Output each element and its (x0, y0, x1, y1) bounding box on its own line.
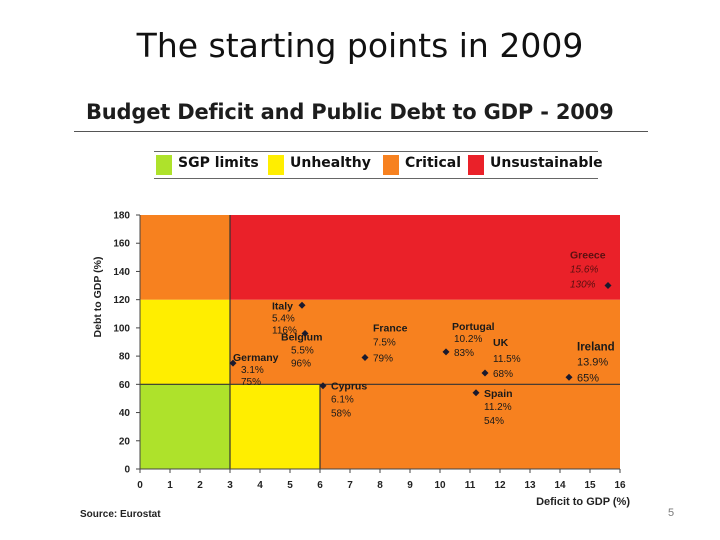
legend-label-unsustainable: Unsustainable (490, 155, 603, 171)
data-label-spain-1: 11.2% (484, 402, 512, 413)
x-axis-label: Deficit to GDP (%) (536, 496, 630, 508)
x-tick-label-15: 15 (584, 480, 596, 491)
x-tick-label-12: 12 (494, 480, 506, 491)
data-label-ireland-1: 13.9% (577, 356, 608, 368)
x-tick-label-14: 14 (554, 480, 566, 491)
data-point-spain (472, 389, 480, 397)
x-tick-label-9: 9 (407, 480, 413, 491)
x-tick-label-6: 6 (317, 480, 323, 491)
y-tick-label-60: 60 (119, 380, 131, 391)
data-label-portugal-1: 10.2% (454, 334, 482, 345)
data-label-uk-0: UK (493, 337, 509, 349)
data-label-germany-0: Germany (233, 352, 279, 364)
data-label-germany-1: 3.1% (241, 365, 264, 376)
zone-sgp-limits-0 (140, 384, 230, 469)
data-point-belgium (301, 330, 309, 338)
chart-legend: SGP limits Unhealthy Critical Unsustaina… (154, 151, 603, 179)
zone-unhealthy-2 (230, 384, 320, 469)
x-tick-label-2: 2 (197, 480, 203, 491)
data-point-france (361, 354, 369, 362)
data-label-cyprus-1: 6.1% (331, 395, 354, 406)
data-label-greece-2: 130% (570, 280, 596, 291)
data-label-france-2: 79% (373, 354, 393, 365)
data-label-spain-2: 54% (484, 416, 504, 427)
data-label-greece-1: 15.6% (570, 265, 598, 276)
data-label-italy-1: 5.4% (272, 313, 295, 324)
data-point-uk (481, 369, 489, 377)
page-number: 5 (668, 507, 675, 519)
x-tick-label-11: 11 (465, 480, 476, 491)
legend-label-sgp-limits: SGP limits (178, 155, 259, 171)
data-label-france-0: France (373, 323, 408, 335)
x-tick-label-0: 0 (137, 480, 143, 491)
data-label-portugal-2: 83% (454, 348, 474, 359)
x-tick-label-13: 13 (524, 480, 536, 491)
y-axis-label: Debt to GDP (%) (92, 257, 104, 338)
data-label-spain-0: Spain (484, 388, 513, 400)
y-tick-label-20: 20 (119, 436, 131, 447)
data-label-belgium-0: Belgium (281, 332, 322, 344)
legend-swatch-critical (383, 155, 399, 175)
data-point-germany (229, 359, 237, 367)
data-label-portugal-0: Portugal (452, 321, 495, 333)
legend-swatch-sgp-limits (156, 155, 172, 175)
slide-title: The starting points in 2009 (136, 26, 584, 65)
y-tick-label-120: 120 (113, 295, 130, 306)
data-point-cyprus (319, 382, 327, 390)
data-label-uk-2: 68% (493, 369, 513, 380)
data-label-cyprus-0: Cyprus (331, 381, 367, 393)
data-label-belgium-2: 96% (291, 359, 311, 370)
zone-critical-5 (140, 215, 230, 300)
data-label-ireland-2: 65% (577, 372, 599, 384)
x-tick-label-7: 7 (347, 480, 353, 491)
data-point-ireland (565, 373, 573, 381)
x-tick-label-5: 5 (287, 480, 293, 491)
x-tick-label-3: 3 (227, 480, 233, 491)
data-point-portugal (442, 348, 450, 356)
data-point-greece (604, 282, 612, 290)
x-tick-label-16: 16 (614, 480, 626, 491)
zone-unhealthy-1 (140, 299, 230, 385)
data-label-greece-0: Greece (570, 250, 606, 262)
chart-title: Budget Deficit and Public Debt to GDP - … (86, 100, 614, 124)
title-divider (74, 131, 648, 132)
y-tick-label-180: 180 (113, 211, 130, 222)
data-label-uk-1: 11.5% (493, 354, 521, 365)
x-tick-label-10: 10 (434, 480, 446, 491)
data-label-germany-2: 75% (241, 377, 261, 388)
legend-swatch-unsustainable (468, 155, 484, 175)
zone-unsustainable-6 (230, 215, 620, 300)
zone-critical-3 (230, 299, 620, 385)
legend-swatch-unhealthy (268, 155, 284, 175)
data-label-italy-2: 116% (272, 325, 297, 336)
data-label-ireland-0: Ireland (577, 341, 615, 353)
y-tick-label-80: 80 (119, 352, 131, 363)
zone-critical-4 (320, 384, 620, 469)
legend-label-critical: Critical (405, 155, 462, 171)
source-note: Source: Eurostat (80, 509, 161, 520)
x-tick-label-1: 1 (167, 480, 173, 491)
data-label-france-1: 7.5% (373, 338, 396, 349)
data-point-italy (298, 301, 306, 309)
y-tick-label-0: 0 (124, 465, 130, 476)
data-label-cyprus-2: 58% (331, 409, 351, 420)
y-tick-label-160: 160 (113, 239, 130, 250)
x-tick-label-4: 4 (257, 480, 263, 491)
legend-label-unhealthy: Unhealthy (290, 155, 371, 171)
data-label-italy-0: Italy (272, 300, 293, 312)
data-label-belgium-1: 5.5% (291, 346, 314, 357)
x-tick-label-8: 8 (377, 480, 383, 491)
y-tick-label-40: 40 (119, 408, 131, 419)
y-tick-label-140: 140 (113, 267, 130, 278)
y-tick-label-100: 100 (113, 323, 130, 334)
